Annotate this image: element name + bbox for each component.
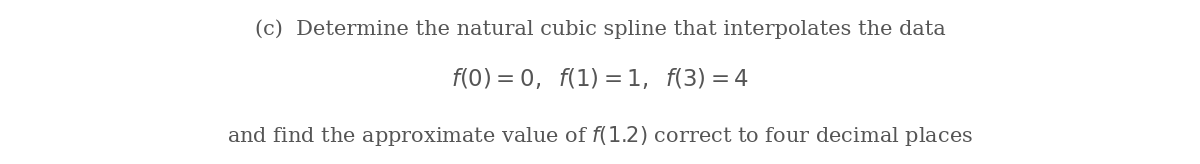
Text: (c)  Determine the natural cubic spline that interpolates the data: (c) Determine the natural cubic spline t… <box>254 20 946 39</box>
Text: $f(0) = 0, \;\; f(1) = 1, \;\; f(3) = 4$: $f(0) = 0, \;\; f(1) = 1, \;\; f(3) = 4$ <box>451 66 749 91</box>
Text: and find the approximate value of $f(1.2)$ correct to four decimal places: and find the approximate value of $f(1.2… <box>227 124 973 148</box>
